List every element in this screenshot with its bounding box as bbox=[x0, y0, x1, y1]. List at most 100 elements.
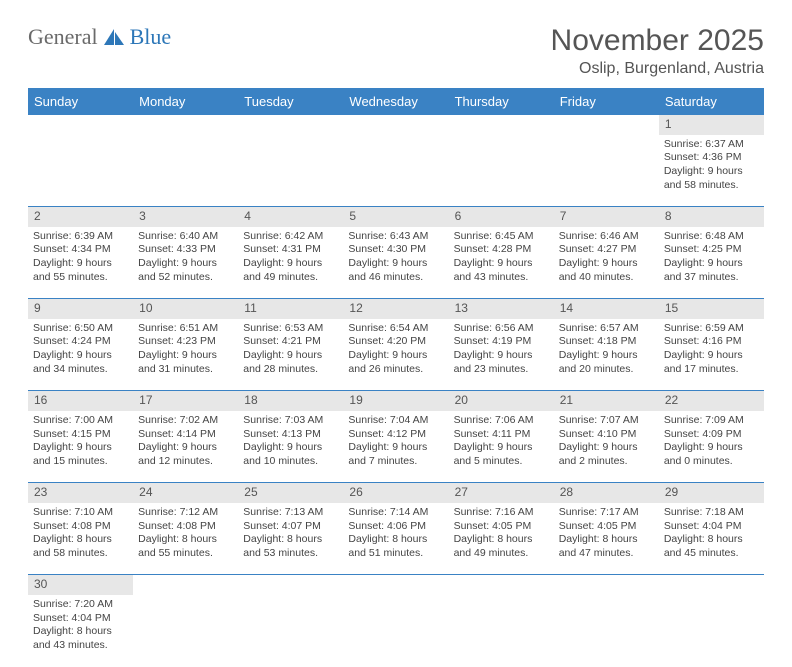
daylight-line: Daylight: 9 hours and 31 minutes. bbox=[138, 349, 233, 376]
title-block: November 2025 Oslip, Burgenland, Austria bbox=[551, 24, 764, 78]
empty-cell bbox=[343, 595, 448, 667]
day-number: 17 bbox=[133, 391, 238, 411]
sunrise-line: Sunrise: 6:48 AM bbox=[664, 230, 759, 244]
sunrise-line: Sunrise: 7:02 AM bbox=[138, 414, 233, 428]
empty-cell bbox=[133, 595, 238, 667]
day-number: 4 bbox=[238, 207, 343, 227]
weekday-header: Saturday bbox=[659, 88, 764, 115]
daylight-line: Daylight: 9 hours and 37 minutes. bbox=[664, 257, 759, 284]
day-number-row: 9101112131415 bbox=[28, 299, 764, 319]
day-number: 28 bbox=[554, 483, 659, 503]
sunrise-line: Sunrise: 7:20 AM bbox=[33, 598, 128, 612]
daylight-line: Daylight: 8 hours and 53 minutes. bbox=[243, 533, 338, 560]
sunset-line: Sunset: 4:15 PM bbox=[33, 428, 128, 442]
day-detail: Sunrise: 6:56 AMSunset: 4:19 PMDaylight:… bbox=[449, 319, 554, 391]
day-detail: Sunrise: 6:54 AMSunset: 4:20 PMDaylight:… bbox=[343, 319, 448, 391]
day-number-row: 2345678 bbox=[28, 207, 764, 227]
empty-cell bbox=[238, 135, 343, 207]
day-detail: Sunrise: 7:06 AMSunset: 4:11 PMDaylight:… bbox=[449, 411, 554, 483]
weekday-header: Sunday bbox=[28, 88, 133, 115]
sunset-line: Sunset: 4:08 PM bbox=[33, 520, 128, 534]
daylight-line: Daylight: 9 hours and 55 minutes. bbox=[33, 257, 128, 284]
sunset-line: Sunset: 4:12 PM bbox=[348, 428, 443, 442]
day-detail: Sunrise: 6:46 AMSunset: 4:27 PMDaylight:… bbox=[554, 227, 659, 299]
day-detail: Sunrise: 6:42 AMSunset: 4:31 PMDaylight:… bbox=[238, 227, 343, 299]
sunset-line: Sunset: 4:18 PM bbox=[559, 335, 654, 349]
weekday-header: Thursday bbox=[449, 88, 554, 115]
empty-cell bbox=[659, 575, 764, 595]
day-number: 8 bbox=[659, 207, 764, 227]
sunset-line: Sunset: 4:09 PM bbox=[664, 428, 759, 442]
empty-cell bbox=[133, 115, 238, 135]
daylight-line: Daylight: 9 hours and 12 minutes. bbox=[138, 441, 233, 468]
sunrise-line: Sunrise: 6:45 AM bbox=[454, 230, 549, 244]
calendar-table: SundayMondayTuesdayWednesdayThursdayFrid… bbox=[28, 88, 764, 667]
day-detail: Sunrise: 7:07 AMSunset: 4:10 PMDaylight:… bbox=[554, 411, 659, 483]
day-detail: Sunrise: 7:18 AMSunset: 4:04 PMDaylight:… bbox=[659, 503, 764, 575]
empty-cell bbox=[343, 575, 448, 595]
sunset-line: Sunset: 4:14 PM bbox=[138, 428, 233, 442]
day-detail: Sunrise: 6:43 AMSunset: 4:30 PMDaylight:… bbox=[343, 227, 448, 299]
sunrise-line: Sunrise: 6:51 AM bbox=[138, 322, 233, 336]
day-detail: Sunrise: 7:17 AMSunset: 4:05 PMDaylight:… bbox=[554, 503, 659, 575]
day-number: 27 bbox=[449, 483, 554, 503]
empty-cell bbox=[449, 135, 554, 207]
daylight-line: Daylight: 9 hours and 28 minutes. bbox=[243, 349, 338, 376]
day-number-row: 16171819202122 bbox=[28, 391, 764, 411]
day-number: 19 bbox=[343, 391, 448, 411]
sunrise-line: Sunrise: 6:39 AM bbox=[33, 230, 128, 244]
day-detail-row: Sunrise: 6:50 AMSunset: 4:24 PMDaylight:… bbox=[28, 319, 764, 391]
day-detail: Sunrise: 7:09 AMSunset: 4:09 PMDaylight:… bbox=[659, 411, 764, 483]
sunset-line: Sunset: 4:20 PM bbox=[348, 335, 443, 349]
sunrise-line: Sunrise: 7:16 AM bbox=[454, 506, 549, 520]
sunset-line: Sunset: 4:07 PM bbox=[243, 520, 338, 534]
sunrise-line: Sunrise: 6:37 AM bbox=[664, 138, 759, 152]
day-number: 11 bbox=[238, 299, 343, 319]
empty-cell bbox=[554, 135, 659, 207]
day-detail-row: Sunrise: 7:20 AMSunset: 4:04 PMDaylight:… bbox=[28, 595, 764, 667]
sunset-line: Sunset: 4:05 PM bbox=[454, 520, 549, 534]
sunset-line: Sunset: 4:21 PM bbox=[243, 335, 338, 349]
day-detail: Sunrise: 7:16 AMSunset: 4:05 PMDaylight:… bbox=[449, 503, 554, 575]
sunset-line: Sunset: 4:30 PM bbox=[348, 243, 443, 257]
sunset-line: Sunset: 4:19 PM bbox=[454, 335, 549, 349]
daylight-line: Daylight: 9 hours and 0 minutes. bbox=[664, 441, 759, 468]
day-number-row: 23242526272829 bbox=[28, 483, 764, 503]
daylight-line: Daylight: 8 hours and 47 minutes. bbox=[559, 533, 654, 560]
logo-text-general: General bbox=[28, 24, 98, 50]
empty-cell bbox=[238, 575, 343, 595]
day-number: 13 bbox=[449, 299, 554, 319]
day-number: 20 bbox=[449, 391, 554, 411]
sunset-line: Sunset: 4:23 PM bbox=[138, 335, 233, 349]
sunrise-line: Sunrise: 7:13 AM bbox=[243, 506, 338, 520]
day-detail: Sunrise: 6:59 AMSunset: 4:16 PMDaylight:… bbox=[659, 319, 764, 391]
day-detail: Sunrise: 6:37 AMSunset: 4:36 PMDaylight:… bbox=[659, 135, 764, 207]
sunset-line: Sunset: 4:31 PM bbox=[243, 243, 338, 257]
day-number: 30 bbox=[28, 575, 133, 595]
sunset-line: Sunset: 4:06 PM bbox=[348, 520, 443, 534]
sunset-line: Sunset: 4:25 PM bbox=[664, 243, 759, 257]
sunset-line: Sunset: 4:05 PM bbox=[559, 520, 654, 534]
empty-cell bbox=[449, 575, 554, 595]
day-detail: Sunrise: 7:14 AMSunset: 4:06 PMDaylight:… bbox=[343, 503, 448, 575]
day-detail-row: Sunrise: 6:39 AMSunset: 4:34 PMDaylight:… bbox=[28, 227, 764, 299]
day-detail: Sunrise: 6:48 AMSunset: 4:25 PMDaylight:… bbox=[659, 227, 764, 299]
daylight-line: Daylight: 8 hours and 45 minutes. bbox=[664, 533, 759, 560]
daylight-line: Daylight: 9 hours and 7 minutes. bbox=[348, 441, 443, 468]
daylight-line: Daylight: 8 hours and 58 minutes. bbox=[33, 533, 128, 560]
sunrise-line: Sunrise: 7:07 AM bbox=[559, 414, 654, 428]
sail-icon bbox=[102, 27, 126, 47]
day-detail: Sunrise: 6:57 AMSunset: 4:18 PMDaylight:… bbox=[554, 319, 659, 391]
empty-cell bbox=[133, 575, 238, 595]
day-detail: Sunrise: 6:45 AMSunset: 4:28 PMDaylight:… bbox=[449, 227, 554, 299]
daylight-line: Daylight: 9 hours and 17 minutes. bbox=[664, 349, 759, 376]
sunrise-line: Sunrise: 6:54 AM bbox=[348, 322, 443, 336]
empty-cell bbox=[28, 135, 133, 207]
day-detail: Sunrise: 6:53 AMSunset: 4:21 PMDaylight:… bbox=[238, 319, 343, 391]
daylight-line: Daylight: 8 hours and 49 minutes. bbox=[454, 533, 549, 560]
day-number: 25 bbox=[238, 483, 343, 503]
empty-cell bbox=[238, 115, 343, 135]
empty-cell bbox=[554, 575, 659, 595]
sunset-line: Sunset: 4:27 PM bbox=[559, 243, 654, 257]
day-number: 29 bbox=[659, 483, 764, 503]
